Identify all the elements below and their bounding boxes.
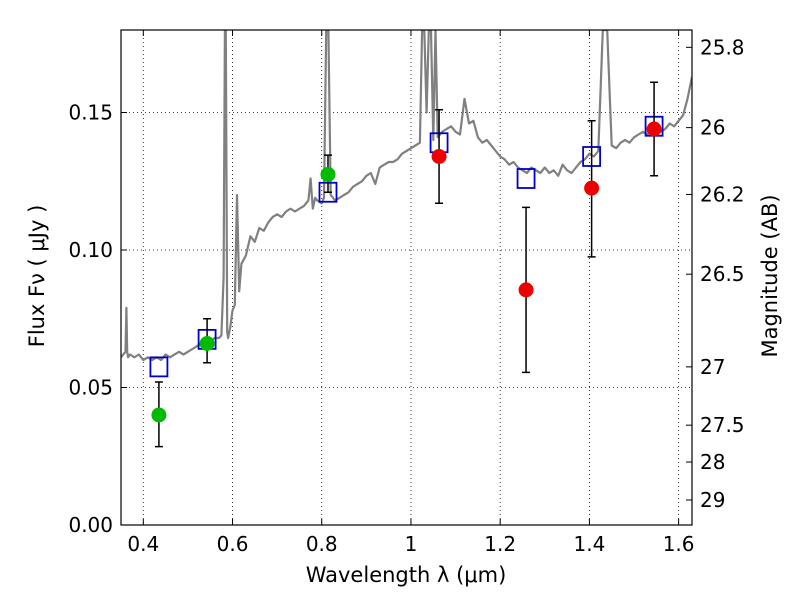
plot-frame bbox=[120, 29, 693, 526]
y-tick-label: 0.10 bbox=[68, 238, 113, 262]
x-tick-label: 1 bbox=[405, 532, 418, 556]
right-tick-label: 26.2 bbox=[700, 182, 745, 206]
observed-point bbox=[646, 121, 662, 137]
x-tick-label: 0.6 bbox=[217, 532, 249, 556]
right-tick-label: 29 bbox=[700, 488, 725, 512]
grid bbox=[121, 30, 692, 525]
observed-point bbox=[518, 282, 534, 298]
x-tick-label: 1.6 bbox=[663, 532, 695, 556]
plot-area bbox=[121, 30, 692, 448]
observed-point bbox=[584, 180, 600, 196]
y-tick-label: 0.15 bbox=[68, 101, 113, 125]
observed-point bbox=[320, 166, 336, 182]
x-axis-label: Wavelength λ (μm) bbox=[306, 563, 507, 587]
observed-point bbox=[431, 149, 447, 164]
x-tick-label: 0.8 bbox=[306, 532, 338, 556]
y-tick-label: 0.00 bbox=[68, 513, 113, 537]
model-square-point bbox=[516, 168, 536, 189]
right-tick-label: 27 bbox=[700, 355, 725, 379]
x-tick-label: 1.2 bbox=[484, 532, 516, 556]
right-tick-label: 25.8 bbox=[700, 35, 745, 59]
right-tick-label: 26 bbox=[700, 116, 725, 140]
y-axis-label: Flux Fν ( μJy ) bbox=[25, 205, 49, 348]
x-tick-label: 0.4 bbox=[127, 532, 159, 556]
x-tick-label: 1.4 bbox=[573, 532, 605, 556]
spectrum-line bbox=[121, 30, 692, 362]
right-tick-label: 27.5 bbox=[700, 413, 745, 437]
ticks: 0.4 0.6 0.8 1 1.2 1.4 1.6 0.00 0.05 0.10 0.15 25.8 2… bbox=[68, 30, 745, 556]
data-layer bbox=[121, 30, 692, 448]
right-tick-label: 26.5 bbox=[700, 262, 745, 286]
model-square-point bbox=[149, 356, 169, 378]
right-axis-label: Magnitude (AB) bbox=[758, 194, 782, 357]
right-tick-label: 28 bbox=[700, 450, 725, 474]
observed-point bbox=[199, 336, 215, 351]
y-tick-label: 0.05 bbox=[68, 376, 113, 400]
observed-point bbox=[151, 407, 167, 423]
